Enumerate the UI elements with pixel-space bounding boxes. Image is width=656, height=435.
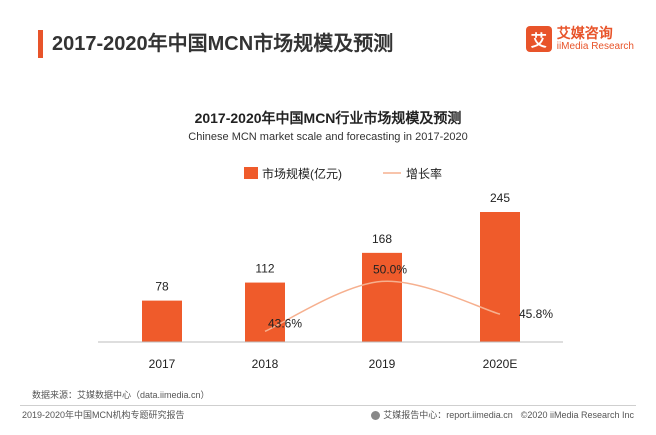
footer-report-name: 2019-2020年中国MCN机构专题研究报告 [22,410,185,420]
x-tick-label: 2019 [369,357,396,371]
report-center-icon [371,411,381,421]
data-source: 数据来源：艾媒数据中心（data.iimedia.cn） [32,390,210,400]
brand-mark-icon: 艾 [525,26,552,53]
footer-divider [20,405,636,406]
legend-swatch-market-size [244,167,258,179]
bar-value-label: 168 [372,232,392,246]
bar-2018 [245,282,285,342]
bar-value-label: 245 [490,191,510,205]
title-accent-bar [38,30,43,58]
brand-logo: 艾 艾媒咨询 iiMedia Research [525,25,634,53]
bar-value-label: 78 [155,280,169,294]
brand-name-cn: 艾媒咨询 [556,25,613,41]
legend-label-growth-rate: 增长率 [406,166,442,181]
bar-2020E [480,212,520,342]
x-tick-label: 2020E [483,357,518,371]
growth-rate-label: 50.0% [373,262,407,276]
bar-value-label: 112 [255,262,274,276]
brand-text: 艾媒咨询 iiMedia Research [556,25,634,53]
growth-rate-label: 43.6% [268,316,302,330]
growth-rate-label: 45.8% [519,307,553,321]
growth-rate-line [264,280,501,333]
x-tick-label: 2018 [252,357,279,371]
bar-2019 [362,252,402,342]
brand-name-en: iiMedia Research [556,41,634,53]
page-title: 2017-2020年中国MCN市场规模及预测 [52,33,394,55]
x-tick-label: 2017 [149,357,176,371]
footer-report-center: 艾媒报告中心：report.iimedia.cn [383,410,513,420]
bar-2017 [142,300,182,342]
chart-subtitle: Chinese MCN market scale and forecasting… [188,131,468,143]
footer-right: 艾媒报告中心：report.iimedia.cn ©2020 iiMedia Re… [371,408,634,421]
footer-copyright: ©2020 iiMedia Research Inc [520,410,634,420]
legend-label-market-size: 市场规模(亿元) [262,166,342,181]
chart-title: 2017-2020年中国MCN行业市场规模及预测 [194,110,462,126]
